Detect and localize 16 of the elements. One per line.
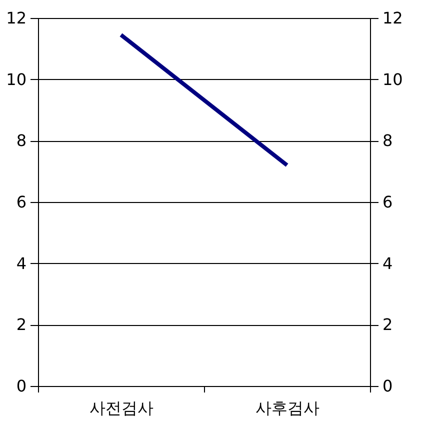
y-tick-label: 10 [6,70,26,89]
y2-tick-label: 8 [382,131,393,150]
x-tick-label: 사후검사 [256,398,320,418]
x-tick-label: 사전검사 [90,398,154,418]
y2-tick-label: 10 [382,70,403,89]
y-tick-label: 8 [16,131,26,150]
y2-tick-label: 0 [382,376,393,396]
y2-tick-label: 2 [382,315,393,334]
y2-tick-label: 4 [382,254,393,273]
y2-tick-label: 6 [382,192,393,212]
y-tick-label: 2 [16,315,26,334]
y-tick-label: 12 [6,8,26,28]
y2-tick-label: 12 [382,8,403,28]
y-tick-label: 4 [16,254,26,273]
y-tick-label: 6 [16,192,26,212]
y-tick-label: 0 [16,376,26,396]
